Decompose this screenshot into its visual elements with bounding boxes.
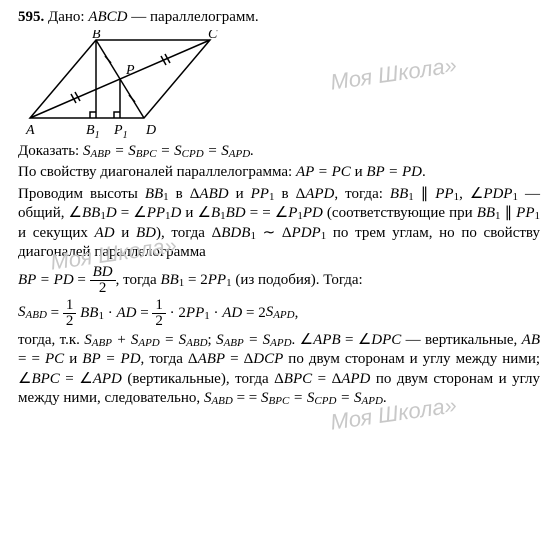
proof-line-4: тогда, т.к. SABP + SAPD = SABD; SABP = S… xyxy=(18,331,540,409)
prove-content: SABP = SBPC = SCPD = SAPD. xyxy=(83,143,254,159)
proof-equation: SABD = 12 BB1 · AD = 12 · 2PP1 · AD = 2S… xyxy=(18,298,540,329)
problem-number: 595. xyxy=(18,9,44,25)
fraction-denominator: 2 xyxy=(90,281,116,296)
prove-label: Доказать: xyxy=(18,143,79,159)
given-line: 595. Дано: ABCD — параллелограмм. xyxy=(18,8,540,28)
proof-line-3: BP = PD = BD2, тогда BB1 = 2PP1 (из подо… xyxy=(18,265,540,296)
svg-text:P1: P1 xyxy=(113,123,128,140)
svg-text:D: D xyxy=(145,123,156,138)
svg-text:C: C xyxy=(208,30,218,42)
fraction-numerator: BD xyxy=(90,265,116,281)
proof-line-2: Проводим высоты BB1 в ΔABD и PP1 в ΔAPD,… xyxy=(18,185,540,263)
parallelogram-figure: A B C D P B1 P1 xyxy=(18,30,228,140)
svg-text:B: B xyxy=(92,30,101,42)
proof-line-1: По свойству диагоналей параллелограмма: … xyxy=(18,163,540,183)
given-text: Дано: ABCD — параллелограмм. xyxy=(48,9,259,25)
svg-text:P: P xyxy=(125,63,135,78)
svg-text:B1: B1 xyxy=(86,123,100,140)
prove-line: Доказать: SABP = SBPC = SCPD = SAPD. xyxy=(18,142,540,162)
svg-text:A: A xyxy=(25,123,35,138)
